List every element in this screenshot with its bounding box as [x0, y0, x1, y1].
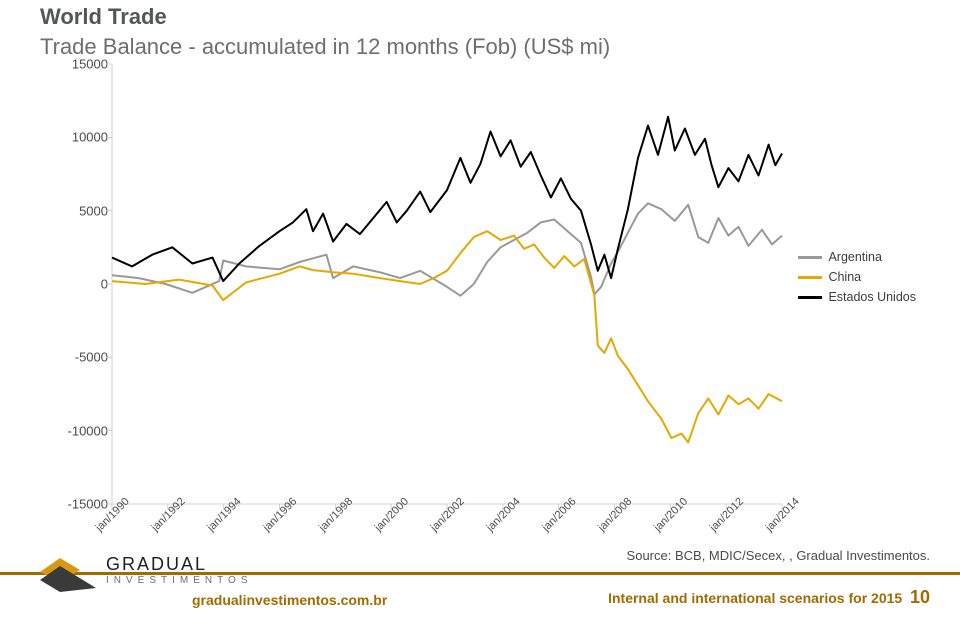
page-title: World Trade	[40, 4, 167, 30]
x-tick-label: jan/1992	[149, 496, 188, 535]
y-tick-label: -15000	[68, 497, 108, 512]
x-tick-label: jan/2010	[651, 496, 690, 535]
y-axis-labels: 150001000050000-5000-10000-15000	[50, 64, 108, 504]
legend-swatch	[798, 276, 822, 279]
footer-url: gradualinvestimentos.com.br	[192, 592, 387, 608]
series-estados-unidos	[112, 117, 782, 281]
x-tick-label: jan/2008	[595, 496, 634, 535]
page-number: 10	[910, 587, 930, 607]
x-tick-label: jan/2014	[763, 496, 802, 535]
footer-scenario-text: Internal and international scenarios for…	[608, 590, 902, 606]
chart-plot: jan/1990jan/1992jan/1994jan/1996jan/1998…	[112, 64, 782, 504]
x-tick-label: jan/2006	[539, 496, 578, 535]
chart-area: 150001000050000-5000-10000-15000 jan/199…	[50, 64, 920, 504]
x-tick-label: jan/2002	[428, 496, 467, 535]
logo-icon	[40, 548, 96, 592]
brand-text: GRADUAL INVESTIMENTOS	[106, 554, 253, 586]
y-tick-label: 5000	[79, 203, 108, 218]
chart-title: Trade Balance - accumulated in 12 months…	[40, 34, 610, 60]
source-text: Source: BCB, MDIC/Secex, , Gradual Inves…	[627, 548, 930, 563]
x-tick-label: jan/2012	[707, 496, 746, 535]
y-tick-label: 10000	[72, 130, 108, 145]
chart-legend: Argentina China Estados Unidos	[798, 250, 916, 310]
footer-right-text: Internal and international scenarios for…	[608, 587, 930, 608]
x-tick-label: jan/2000	[372, 496, 411, 535]
brand-line1: GRADUAL	[106, 554, 253, 575]
legend-item: Argentina	[798, 250, 916, 264]
x-tick-label: jan/1998	[316, 496, 355, 535]
y-tick-label: 15000	[72, 57, 108, 72]
x-tick-label: jan/1996	[260, 496, 299, 535]
footer: GRADUAL INVESTIMENTOS gradualinvestiment…	[0, 572, 960, 620]
brand-logo-block: GRADUAL INVESTIMENTOS	[40, 548, 253, 592]
y-tick-label: -5000	[75, 350, 108, 365]
legend-swatch	[798, 296, 822, 299]
y-tick-label: -10000	[68, 423, 108, 438]
x-tick-label: jan/1994	[204, 496, 243, 535]
legend-item: China	[798, 270, 916, 284]
legend-label: China	[828, 270, 861, 284]
x-tick-label: jan/2004	[484, 496, 523, 535]
series-china	[112, 231, 782, 442]
legend-label: Argentina	[828, 250, 882, 264]
brand-line2: INVESTIMENTOS	[106, 575, 253, 586]
legend-label: Estados Unidos	[828, 290, 916, 304]
legend-item: Estados Unidos	[798, 290, 916, 304]
legend-swatch	[798, 256, 822, 259]
series-argentina	[112, 203, 782, 295]
